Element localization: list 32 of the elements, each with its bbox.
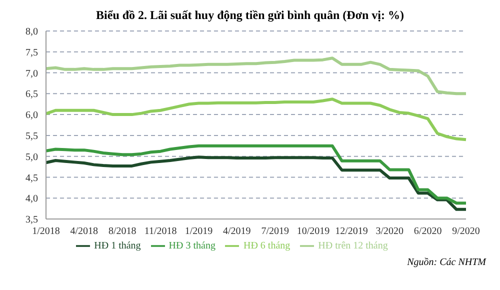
y-tick-label: 8,0: [26, 26, 38, 38]
legend-label: HĐ 3 tháng: [168, 240, 216, 252]
legend-label: HĐ trên 12 tháng: [318, 240, 388, 252]
line-series: [44, 144, 468, 205]
line-series: [44, 156, 468, 211]
x-tick-label: 10/2019: [296, 226, 330, 238]
line-series: [44, 56, 468, 96]
x-tick-label: 1/2019: [184, 226, 213, 238]
x-tick-label: 8/2018: [108, 226, 136, 238]
x-tick-label: 1/2018: [32, 226, 60, 238]
y-tick-label: 4,0: [26, 194, 38, 205]
x-tick-label: 4/2019: [223, 226, 251, 238]
x-tick-label: 7/2019: [261, 226, 289, 238]
legend-label: HĐ 1 tháng: [94, 240, 141, 252]
y-tick-label: 6,0: [26, 110, 38, 122]
y-tick-label: 3,5: [26, 214, 38, 226]
x-tick-label: 9/2020: [452, 226, 480, 238]
x-tick-label: 4/2018: [70, 226, 98, 238]
y-tick-label: 7,0: [26, 68, 38, 80]
x-tick-label: 11/2018: [144, 226, 177, 238]
x-tick-label: 12/2019: [335, 226, 368, 238]
y-tick-label: 4,5: [26, 172, 38, 184]
x-tick-label: 6/2020: [414, 226, 442, 238]
line-series: [44, 98, 468, 142]
y-tick-label: 6,5: [26, 89, 38, 100]
y-tick-label: 5,0: [26, 152, 38, 163]
x-tick-label: 3/2020: [376, 226, 404, 238]
legend-label: HĐ 6 tháng: [243, 240, 290, 252]
y-tick-label: 7,5: [26, 47, 38, 58]
chart-title: Biểu đồ 2. Lãi suất huy động tiền gửi bình quân (Đơn vị: %): [95, 8, 405, 23]
text: Nguồn: Các NHTM: [406, 257, 488, 268]
y-tick-label: 5,5: [26, 130, 38, 142]
